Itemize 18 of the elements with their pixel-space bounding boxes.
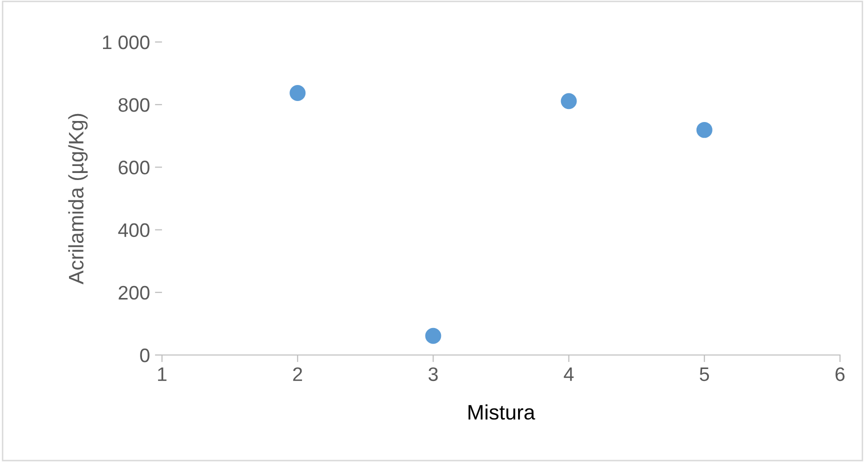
x-tick-label: 4: [564, 368, 574, 381]
y-tick-label: 600: [118, 160, 150, 174]
y-tick-label: 1 000: [103, 35, 150, 50]
y-axis-title: Acrilamida (µg/Kg): [68, 114, 88, 284]
x-tick-label: 2: [293, 367, 302, 381]
point: [560, 93, 577, 110]
y-tick-label: 400: [118, 223, 150, 238]
x-tick-label: 6: [836, 367, 845, 382]
y-tick-label: 0: [140, 348, 150, 362]
x-tick-label: 3: [428, 367, 438, 382]
point: [290, 85, 306, 101]
x-tick-label: 5: [700, 368, 709, 382]
y-tick-label: 800: [118, 98, 150, 112]
y-tick-label: 200: [118, 286, 150, 300]
x-axis-title: Mistura: [468, 404, 536, 420]
point: [425, 328, 442, 344]
point: [696, 122, 712, 138]
x-tick-label: 1: [158, 368, 166, 381]
